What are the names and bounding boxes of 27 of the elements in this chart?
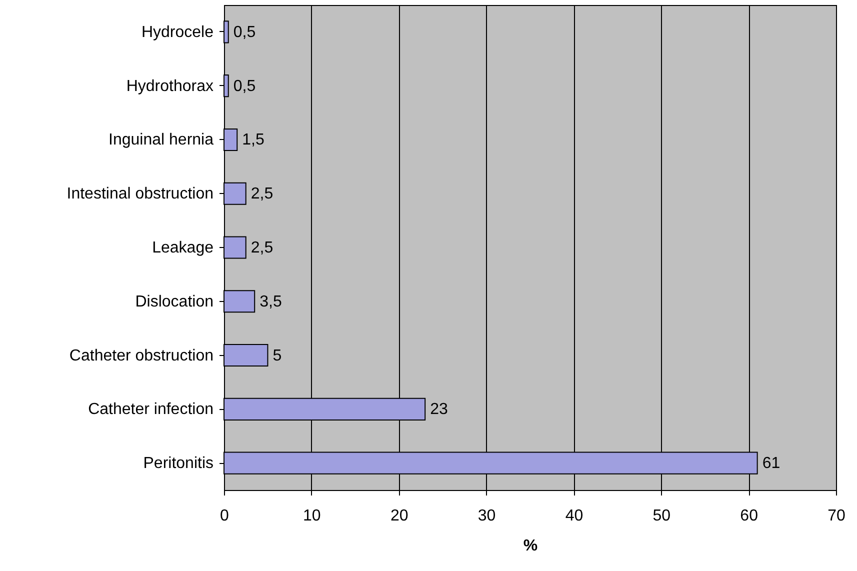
x-axis-title: % xyxy=(523,538,538,554)
data-label: 1,5 xyxy=(242,132,264,149)
x-tick-label: 70 xyxy=(828,508,846,524)
y-tick-label: Dislocation xyxy=(135,293,214,310)
x-tick-label: 30 xyxy=(478,508,496,524)
y-tick-label: Hydrocele xyxy=(141,24,214,41)
y-tick-label: Catheter obstruction xyxy=(69,347,214,364)
x-tick-label: 10 xyxy=(303,508,321,524)
x-tick-label: 40 xyxy=(565,508,584,524)
data-label: 3,5 xyxy=(260,293,282,310)
data-label: 2,5 xyxy=(250,240,274,256)
y-tick-label: Hydrothorax xyxy=(126,78,214,95)
data-label: 2,5 xyxy=(250,186,274,203)
data-label: 23 xyxy=(430,401,448,418)
y-tick-label: Intestinal obstruction xyxy=(66,186,214,203)
data-label: 5 xyxy=(272,347,282,364)
data-label: 0,5 xyxy=(233,78,256,95)
x-tick-label: 60 xyxy=(740,508,758,524)
y-tick-label: Catheter infection xyxy=(88,401,214,418)
data-label: 0,5 xyxy=(233,24,256,41)
y-tick-label: Inguinal hernia xyxy=(108,132,214,149)
y-tick-label: Leakage xyxy=(152,240,214,256)
x-tick-label: 50 xyxy=(652,508,671,524)
y-tick-label: Peritonitis xyxy=(143,455,214,472)
data-label: 61 xyxy=(762,455,780,472)
x-tick-label: 0 xyxy=(220,508,230,524)
x-tick-label: 20 xyxy=(390,508,408,524)
